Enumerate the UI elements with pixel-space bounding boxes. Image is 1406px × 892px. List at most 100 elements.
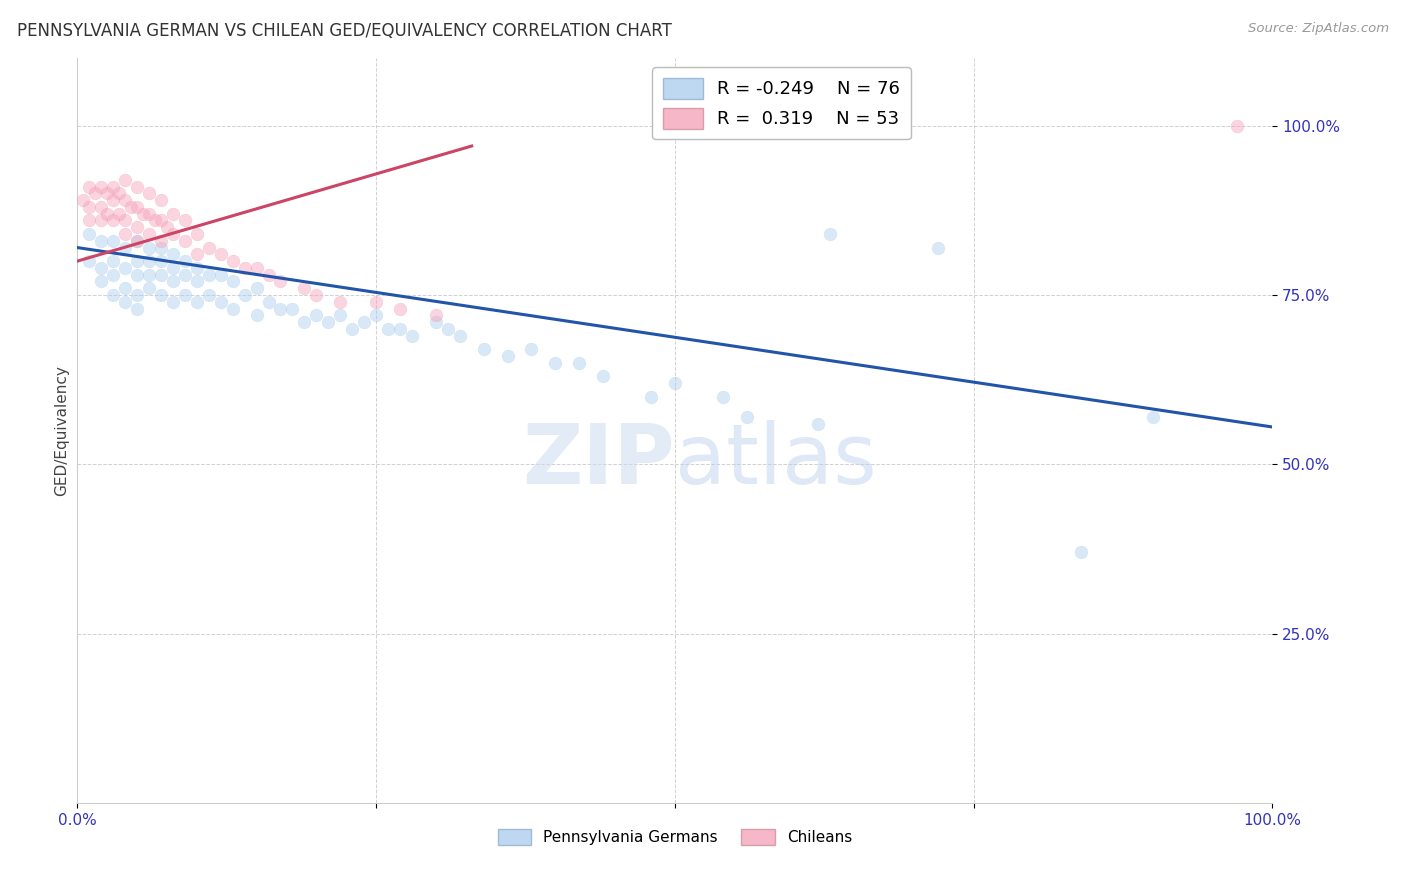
Point (162, 247, 184, 261)
Point (114, 193, 136, 207)
Point (90, 260, 112, 275)
Point (127, 268, 149, 282)
Point (162, 207, 184, 221)
Point (90, 213, 112, 227)
Point (96, 207, 118, 221)
Point (257, 294, 280, 309)
Point (222, 254, 245, 268)
Point (127, 200, 149, 214)
Point (366, 294, 388, 309)
Point (150, 193, 173, 207)
Point (150, 241, 173, 255)
Point (186, 294, 208, 309)
Text: ZIP: ZIP (523, 419, 675, 500)
Point (222, 274, 245, 288)
Point (329, 294, 352, 309)
Point (114, 213, 136, 227)
Point (114, 260, 136, 275)
Point (79, 200, 101, 214)
Point (197, 268, 219, 282)
Point (209, 268, 232, 282)
Point (108, 207, 131, 221)
Point (292, 315, 315, 329)
Point (127, 301, 149, 316)
Point (127, 288, 149, 302)
Point (114, 294, 136, 309)
Point (138, 268, 160, 282)
Point (84, 186, 107, 201)
Point (103, 193, 124, 207)
Point (132, 207, 155, 221)
Point (150, 288, 173, 302)
Point (90, 274, 112, 288)
Point (186, 247, 208, 261)
Point (127, 220, 149, 235)
Point (162, 260, 184, 275)
Point (162, 227, 184, 241)
Point (270, 274, 292, 288)
Point (329, 308, 352, 322)
Point (366, 308, 388, 322)
Point (437, 322, 460, 336)
Point (425, 308, 447, 322)
Point (174, 268, 197, 282)
Point (640, 390, 662, 404)
Point (103, 234, 124, 248)
Point (735, 409, 758, 424)
Point (90, 200, 112, 214)
Text: Source: ZipAtlas.com: Source: ZipAtlas.com (1249, 22, 1389, 36)
Point (162, 274, 184, 288)
Point (108, 186, 131, 201)
Point (342, 322, 364, 336)
Point (197, 288, 219, 302)
Point (246, 260, 269, 275)
Legend: Pennsylvania Germans, Chileans: Pennsylvania Germans, Chileans (492, 822, 858, 851)
Point (820, 227, 842, 241)
Point (103, 179, 124, 194)
Point (257, 268, 280, 282)
Point (79, 179, 101, 194)
Point (127, 179, 149, 194)
Point (246, 281, 269, 295)
Point (96, 186, 118, 201)
Point (664, 376, 686, 390)
Point (114, 241, 136, 255)
Point (544, 356, 567, 370)
Point (79, 227, 101, 241)
Point (1142, 409, 1164, 424)
Point (592, 369, 614, 384)
Point (120, 200, 142, 214)
Point (186, 260, 208, 275)
Point (377, 322, 399, 336)
Point (388, 301, 412, 316)
Point (174, 254, 197, 268)
Text: PENNSYLVANIA GERMAN VS CHILEAN GED/EQUIVALENCY CORRELATION CHART: PENNSYLVANIA GERMAN VS CHILEAN GED/EQUIV… (17, 22, 672, 40)
Y-axis label: GED/Equivalency: GED/Equivalency (53, 365, 69, 496)
Point (150, 254, 173, 268)
Point (138, 207, 160, 221)
Point (305, 288, 328, 302)
Point (156, 220, 179, 235)
Point (209, 247, 232, 261)
Point (174, 288, 197, 302)
Point (79, 213, 101, 227)
Point (807, 417, 830, 431)
Point (222, 301, 245, 316)
Point (127, 254, 149, 268)
Point (425, 315, 447, 329)
Point (138, 227, 160, 241)
Point (927, 241, 949, 255)
Point (143, 213, 166, 227)
Point (305, 308, 328, 322)
Point (281, 301, 304, 316)
Point (103, 254, 124, 268)
Point (246, 308, 269, 322)
Point (401, 328, 423, 343)
Point (496, 349, 519, 363)
Point (138, 186, 160, 201)
Text: atlas: atlas (675, 419, 876, 500)
Point (114, 173, 136, 187)
Point (197, 241, 219, 255)
Point (388, 322, 412, 336)
Point (138, 241, 160, 255)
